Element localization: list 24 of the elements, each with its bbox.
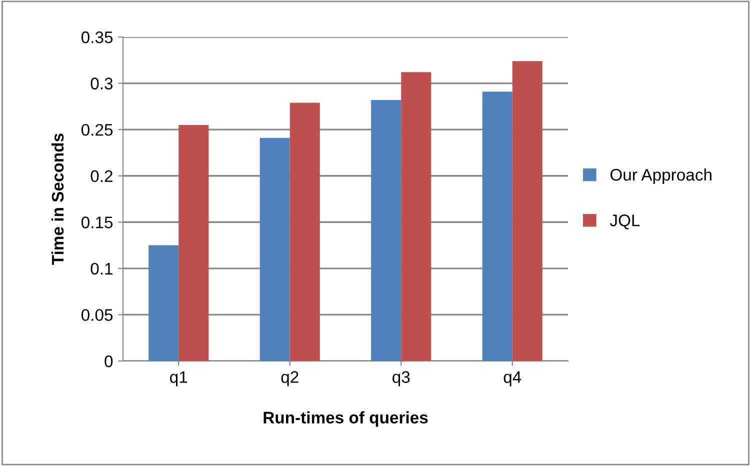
x-tick-label: q4 [504,371,522,386]
bar [260,138,290,361]
x-tick-label: q2 [281,371,298,386]
y-tick-label: 0.05 [81,309,113,321]
y-axis-title: Time in Seconds [51,134,64,265]
x-axis-title: Run-times of queries [264,411,428,427]
bar [482,92,512,361]
bar [290,102,320,361]
x-tick-label: q3 [392,371,410,386]
y-tick-label: 0.35 [81,31,113,44]
bar [148,245,179,361]
bar [371,100,402,361]
y-tick-label: 0.2 [90,170,112,182]
legend-label: Our Approach [610,168,712,184]
y-tick-label: 0 [104,355,113,368]
x-tick-label: q1 [170,371,188,386]
legend-label: JQL [610,214,640,230]
y-tick-label: 0.1 [90,262,112,275]
bar [401,72,432,361]
y-tick-label: 0.25 [81,124,113,136]
bar [178,124,209,361]
bar [512,61,542,361]
y-tick-label: 0.3 [90,78,113,90]
y-tick-label: 0.15 [81,216,113,228]
